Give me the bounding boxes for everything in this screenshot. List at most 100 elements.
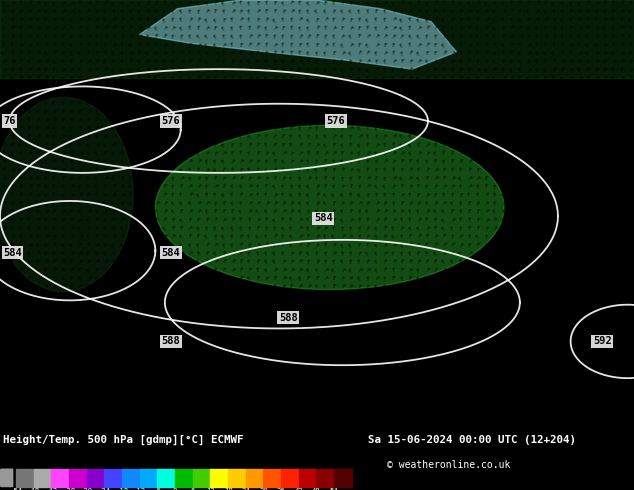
- Text: F: F: [560, 300, 566, 307]
- Text: F: F: [231, 126, 234, 131]
- Text: F: F: [77, 100, 82, 106]
- Text: F: F: [221, 409, 227, 415]
- Text: F: F: [323, 334, 328, 340]
- Text: F: F: [27, 217, 32, 223]
- Bar: [139, 469, 157, 487]
- Text: F: F: [611, 259, 615, 265]
- Text: F: F: [620, 251, 624, 256]
- Text: F: F: [323, 76, 327, 81]
- Text: F: F: [52, 67, 58, 74]
- Text: F: F: [450, 193, 455, 198]
- Text: F: F: [425, 368, 429, 373]
- Text: F: F: [569, 234, 573, 240]
- Text: F: F: [527, 285, 531, 290]
- Text: F: F: [568, 300, 574, 307]
- Text: F: F: [552, 18, 556, 23]
- Text: F: F: [314, 426, 320, 432]
- Bar: [264, 469, 281, 487]
- Text: F: F: [60, 184, 66, 190]
- Text: F: F: [35, 134, 41, 140]
- Text: F: F: [509, 100, 515, 107]
- Text: F: F: [145, 301, 150, 307]
- Text: F: F: [407, 225, 413, 232]
- Text: F: F: [501, 184, 506, 190]
- Text: F: F: [10, 84, 15, 90]
- Text: F: F: [26, 300, 32, 307]
- Text: F: F: [534, 59, 540, 65]
- Text: F: F: [306, 350, 311, 357]
- Text: F: F: [272, 392, 278, 398]
- Text: F: F: [382, 159, 387, 165]
- Text: F: F: [112, 326, 116, 332]
- Text: F: F: [213, 0, 218, 6]
- Text: F: F: [188, 276, 193, 282]
- Text: F: F: [484, 9, 488, 14]
- Text: F: F: [552, 150, 557, 156]
- Text: F: F: [483, 0, 489, 6]
- Text: F: F: [272, 134, 277, 140]
- Text: F: F: [212, 84, 219, 90]
- Text: F: F: [153, 84, 159, 90]
- Text: F: F: [323, 42, 328, 48]
- Text: F: F: [179, 0, 184, 6]
- Text: F: F: [501, 343, 506, 348]
- Text: F: F: [458, 276, 463, 282]
- Text: F: F: [518, 109, 522, 115]
- Text: F: F: [433, 100, 438, 106]
- Text: F: F: [458, 309, 463, 315]
- Text: F: F: [500, 284, 507, 290]
- Text: F: F: [467, 259, 472, 265]
- Text: F: F: [619, 0, 624, 6]
- Text: F: F: [281, 218, 285, 223]
- Text: F: F: [594, 134, 598, 140]
- Text: F: F: [297, 25, 303, 31]
- Text: F: F: [272, 25, 278, 31]
- Text: F: F: [196, 317, 202, 323]
- Text: F: F: [18, 409, 24, 415]
- Text: F: F: [178, 200, 184, 207]
- Text: F: F: [146, 176, 150, 181]
- Text: F: F: [458, 384, 464, 390]
- Text: F: F: [44, 426, 49, 432]
- Text: F: F: [476, 251, 481, 256]
- Text: F: F: [230, 34, 235, 40]
- Text: 24: 24: [242, 488, 250, 490]
- Text: F: F: [349, 259, 353, 265]
- Text: F: F: [467, 275, 472, 282]
- Text: F: F: [620, 43, 624, 48]
- Text: F: F: [306, 334, 311, 340]
- Text: F: F: [68, 42, 75, 48]
- Text: F: F: [43, 242, 49, 248]
- Text: F: F: [349, 159, 353, 165]
- Text: F: F: [127, 426, 134, 432]
- Text: F: F: [247, 268, 252, 273]
- Text: F: F: [179, 175, 184, 182]
- Text: F: F: [535, 259, 539, 265]
- Text: F: F: [610, 92, 616, 98]
- Text: F: F: [221, 159, 227, 165]
- Text: F: F: [44, 176, 49, 181]
- Text: F: F: [162, 17, 168, 23]
- Text: F: F: [382, 134, 387, 140]
- Text: F: F: [568, 42, 574, 48]
- Text: F: F: [163, 34, 167, 39]
- Text: F: F: [44, 351, 49, 357]
- Text: F: F: [627, 292, 633, 298]
- Text: F: F: [518, 360, 522, 365]
- Text: F: F: [560, 51, 564, 56]
- Text: F: F: [619, 175, 624, 182]
- Text: F: F: [373, 350, 379, 357]
- Text: F: F: [432, 409, 438, 415]
- Text: F: F: [593, 0, 599, 6]
- Text: F: F: [323, 117, 328, 123]
- Text: F: F: [458, 226, 463, 231]
- Text: F: F: [247, 200, 252, 207]
- Bar: [175, 469, 193, 487]
- Text: F: F: [10, 142, 15, 148]
- Text: F: F: [373, 92, 379, 98]
- Text: F: F: [103, 151, 107, 156]
- Text: F: F: [10, 259, 14, 265]
- Text: F: F: [112, 193, 116, 198]
- Text: F: F: [425, 184, 429, 190]
- Text: F: F: [467, 309, 472, 315]
